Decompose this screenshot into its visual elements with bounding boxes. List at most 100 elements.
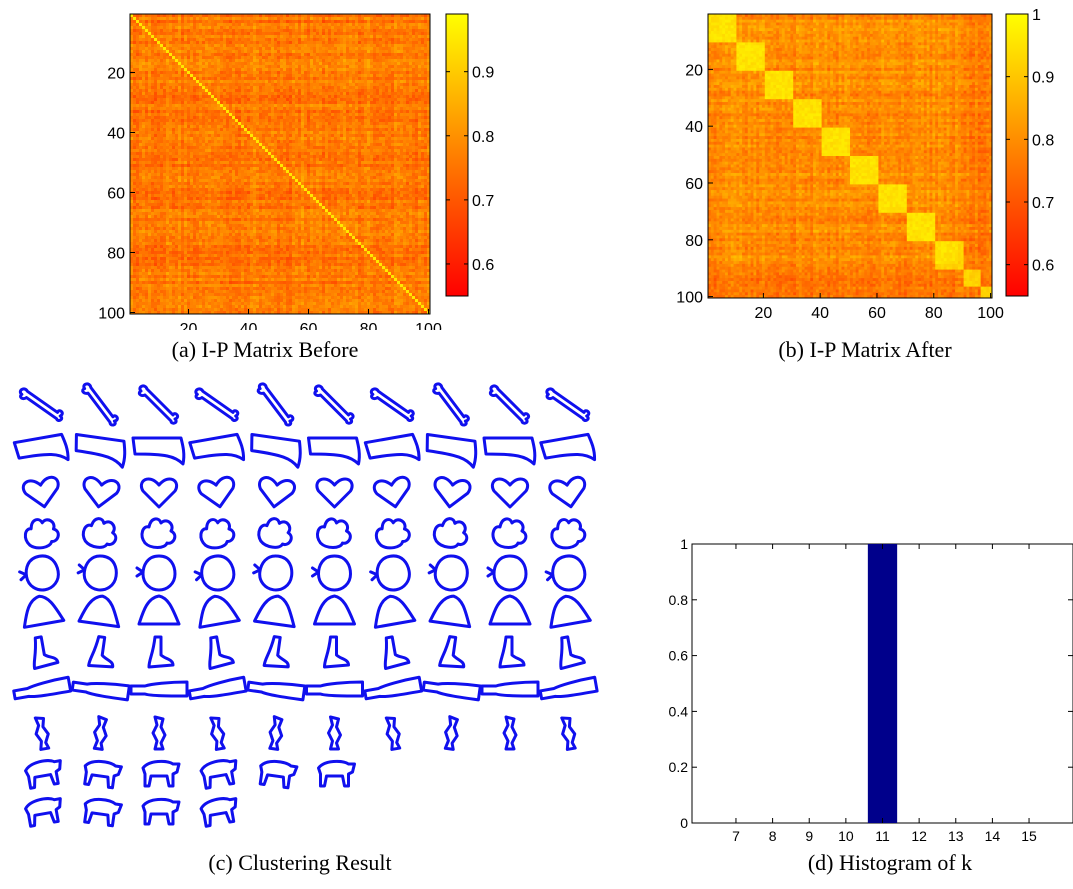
x-tick-label: 13 <box>948 828 964 844</box>
apple-icon <box>18 554 60 592</box>
wedge-icon <box>131 436 186 466</box>
boot-icon <box>262 635 290 669</box>
bottle-icon <box>421 680 482 702</box>
apple-icon <box>427 554 469 592</box>
outline-icon <box>327 715 342 751</box>
x-tick-label: 8 <box>769 828 777 844</box>
apple-icon <box>311 554 352 592</box>
bottle-icon <box>305 680 364 698</box>
cluster-row-7 <box>32 635 586 671</box>
blob-icon <box>23 518 60 550</box>
colorbar-tick-label: 1 <box>1032 7 1041 24</box>
x-tick-label: 100 <box>415 321 442 330</box>
x-tick-label: 60 <box>868 305 886 322</box>
heart-icon <box>197 475 236 509</box>
apple-icon <box>135 554 177 592</box>
histogram-bar-11 <box>867 544 898 823</box>
heart-icon <box>548 475 587 509</box>
y-tick-label: 100 <box>98 306 125 323</box>
cluster-row-2 <box>12 432 597 469</box>
wedge-icon <box>539 432 597 462</box>
bottle-icon <box>12 675 73 701</box>
apple-icon <box>544 554 587 592</box>
heart-icon <box>82 476 121 509</box>
heatmap-before: 20 40 60 80 100 20 40 60 80 100 0.6 0.7 0.8 0.9 <box>98 13 494 330</box>
clustering-result-grid <box>12 382 599 828</box>
x-tick-label: 9 <box>805 828 813 844</box>
cluster-row-5 <box>18 554 587 592</box>
bottle-icon <box>480 680 540 698</box>
y-tick-label: 40 <box>107 126 125 143</box>
cow-icon <box>83 797 123 828</box>
heatmap-after: 20 40 60 80 100 20 40 60 80 100 0.6 0.7 0.8 0.9 1 <box>676 7 1054 322</box>
bell-icon <box>22 594 66 629</box>
outline-icon <box>151 715 167 751</box>
colorbar <box>1005 13 1029 297</box>
bell-icon <box>137 594 181 626</box>
cow-icon <box>141 797 181 826</box>
cluster-row-11 <box>24 797 238 828</box>
x-tick-label: 40 <box>811 305 829 322</box>
cow-icon <box>258 759 299 790</box>
bone-icon <box>369 387 415 422</box>
outline-icon <box>502 715 518 751</box>
wedge-icon <box>363 432 421 462</box>
bottle-icon <box>363 675 424 701</box>
x-tick-label: 15 <box>1021 828 1037 844</box>
bone-icon <box>137 384 180 425</box>
y-tick-label: 0.2 <box>669 759 689 775</box>
wedge-icon <box>482 436 537 466</box>
boot-icon <box>32 635 60 671</box>
blob-icon <box>491 517 528 549</box>
cluster-row-6 <box>22 594 592 629</box>
bone-icon <box>313 384 355 425</box>
bottle-icon <box>538 675 599 701</box>
bottle-icon <box>70 680 131 702</box>
wedge-icon <box>188 432 246 462</box>
x-tick-label: 11 <box>875 828 890 844</box>
colorbar-tick-label: 0.9 <box>1032 70 1054 87</box>
wedge-icon <box>74 432 127 469</box>
blob-icon <box>316 517 352 549</box>
boot-icon <box>559 635 586 671</box>
y-tick-label: 40 <box>685 119 703 136</box>
cow-icon <box>141 759 181 788</box>
bell-icon <box>373 594 417 629</box>
bone-icon <box>545 387 591 422</box>
wedge-icon <box>425 432 478 469</box>
x-tick-label: 7 <box>732 828 740 844</box>
blob-icon <box>199 518 236 550</box>
cluster-row-3 <box>21 475 587 509</box>
bone-icon <box>432 382 470 427</box>
caption-b: (b) I-P Matrix After <box>700 337 1030 363</box>
x-tick-label: 14 <box>985 828 1001 844</box>
boot-icon <box>208 635 235 671</box>
caption-a: (a) I-P Matrix Before <box>100 337 430 363</box>
cow-icon <box>199 797 238 828</box>
heatmap-cells <box>130 14 431 315</box>
blob-icon <box>81 517 118 549</box>
blob-icon <box>374 518 411 550</box>
wedge-icon <box>12 432 70 462</box>
colorbar-tick-label: 0.8 <box>1032 132 1054 149</box>
y-tick-label: 20 <box>685 62 703 79</box>
cluster-row-1 <box>18 382 591 427</box>
bone-icon <box>18 387 64 422</box>
boot-icon <box>383 635 411 671</box>
bell-icon <box>313 594 356 626</box>
x-tick-label: 60 <box>300 321 318 330</box>
bottle-icon <box>129 680 189 698</box>
outline-icon <box>268 715 284 751</box>
boot-icon <box>498 635 526 669</box>
blob-icon <box>432 517 469 549</box>
outline-icon <box>443 715 459 751</box>
wedge-icon <box>307 436 361 466</box>
x-tick-label: 100 <box>977 305 1004 322</box>
y-tick-label: 1 <box>680 536 688 552</box>
caption-c: (c) Clustering Result <box>150 850 450 876</box>
heart-icon <box>258 476 296 509</box>
cluster-row-8 <box>12 675 599 702</box>
apple-icon <box>76 554 118 592</box>
y-tick-label: 0 <box>680 815 688 831</box>
cow-icon <box>24 759 62 790</box>
